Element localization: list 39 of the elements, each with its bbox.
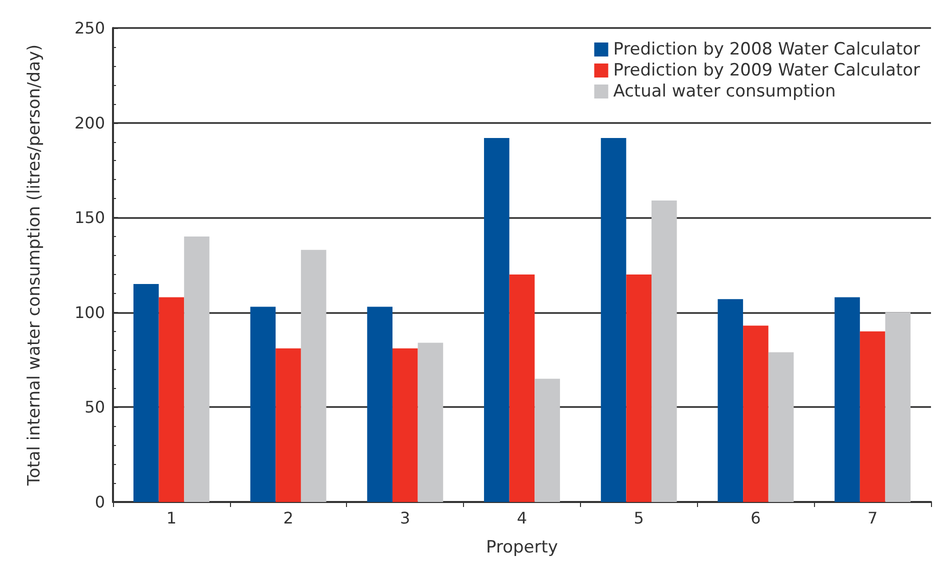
bar	[250, 306, 276, 502]
x-tick-label: 7	[867, 508, 878, 528]
bar	[276, 348, 301, 502]
bar	[626, 274, 652, 502]
bar	[743, 326, 768, 502]
bar	[885, 312, 911, 502]
bar	[768, 352, 794, 502]
legend-label: Actual water consumption	[613, 82, 836, 102]
bar	[158, 297, 184, 502]
bar	[300, 250, 326, 502]
legend-label: Prediction by 2009 Water Calculator	[613, 60, 920, 80]
y-tick-label: 200	[74, 113, 105, 132]
bar	[860, 331, 886, 502]
bar	[718, 299, 744, 502]
y-tick-label: 250	[74, 18, 105, 38]
bar	[652, 200, 677, 502]
y-tick-label: 100	[74, 302, 105, 322]
bar	[184, 236, 210, 502]
x-tick-label: 5	[634, 508, 644, 528]
x-tick-label: 2	[283, 508, 294, 528]
x-axis-title: Property	[486, 538, 558, 558]
bar	[367, 306, 392, 502]
bar	[392, 348, 418, 502]
legend-label: Prediction by 2008 Water Calculator	[613, 40, 920, 60]
x-tick-label: 4	[516, 508, 528, 528]
bar	[834, 297, 860, 502]
bar	[600, 138, 626, 502]
bar	[418, 342, 444, 502]
bar	[484, 138, 510, 502]
bar	[509, 274, 535, 502]
bar	[133, 284, 159, 502]
y-tick-label: 50	[84, 398, 105, 417]
x-tick-label: 6	[750, 508, 761, 528]
x-tick-label: 1	[166, 508, 177, 528]
y-tick-label: 0	[94, 492, 105, 512]
x-tick-label: 3	[400, 508, 410, 528]
y-axis-title: Total internal water consumption (litres/person/day)	[24, 44, 44, 487]
bar	[534, 378, 560, 502]
y-tick-label: 150	[74, 208, 105, 228]
